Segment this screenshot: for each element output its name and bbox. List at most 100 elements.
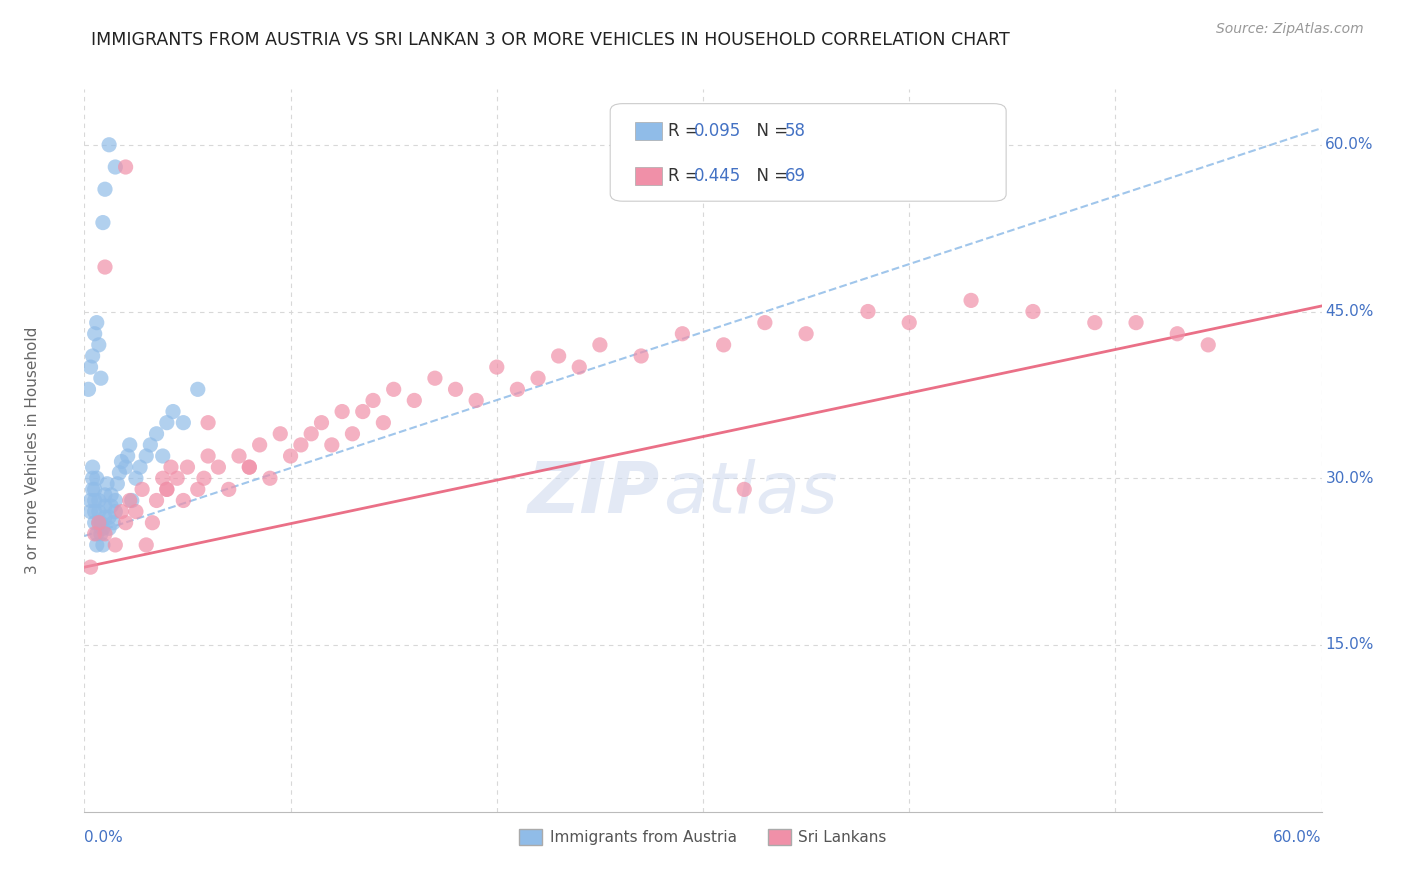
Point [228, 449, 250, 463]
Text: 45.0%: 45.0% [1326, 304, 1374, 319]
Point [152, 449, 174, 463]
Point [1084, 316, 1107, 330]
Point [547, 349, 569, 363]
Point [94, 488, 117, 502]
Point [94, 260, 117, 274]
Point [117, 449, 139, 463]
Point [280, 449, 302, 463]
Text: 0.445: 0.445 [695, 167, 741, 185]
Point [754, 316, 776, 330]
Point [330, 404, 353, 418]
Point [713, 338, 735, 352]
Point [485, 360, 508, 375]
Point [79, 360, 101, 375]
Text: atlas: atlas [664, 459, 838, 528]
Point [94, 510, 117, 524]
Point [87, 516, 110, 530]
Point [733, 483, 755, 497]
Point [83, 493, 105, 508]
Point [90, 526, 112, 541]
Point [465, 393, 488, 408]
Point [259, 471, 281, 485]
Point [108, 466, 131, 480]
Point [321, 438, 343, 452]
Point [960, 293, 983, 308]
Text: 30.0%: 30.0% [1326, 471, 1374, 486]
Point [121, 493, 143, 508]
Point [90, 516, 112, 530]
Text: 15.0%: 15.0% [1326, 638, 1374, 652]
Point [91, 521, 114, 535]
Point [86, 316, 108, 330]
Point [423, 371, 446, 385]
Point [238, 460, 260, 475]
Point [96, 476, 118, 491]
Point [187, 382, 209, 396]
Point [114, 516, 136, 530]
Point [373, 416, 395, 430]
Point [129, 460, 152, 475]
Point [100, 499, 122, 513]
Text: Source: ZipAtlas.com: Source: ZipAtlas.com [1216, 22, 1364, 37]
Point [1022, 304, 1045, 318]
Point [145, 493, 167, 508]
Point [104, 505, 127, 519]
Point [404, 393, 426, 408]
Point [103, 516, 125, 530]
Point [86, 526, 108, 541]
Text: 58: 58 [785, 121, 806, 140]
Point [98, 521, 121, 535]
Point [110, 454, 132, 468]
Point [79, 505, 101, 519]
Point [162, 404, 184, 418]
Point [87, 493, 110, 508]
Point [1125, 316, 1147, 330]
Bar [636, 121, 662, 140]
Point [110, 505, 132, 519]
Point [290, 438, 312, 452]
Point [86, 471, 108, 485]
Point [238, 460, 260, 475]
Point [249, 438, 271, 452]
Point [152, 471, 174, 485]
Point [299, 426, 322, 441]
Point [187, 483, 209, 497]
Text: N =: N = [747, 121, 793, 140]
Point [269, 426, 291, 441]
Point [87, 505, 110, 519]
Text: 0.095: 0.095 [695, 121, 741, 140]
Point [87, 338, 110, 352]
Text: 60.0%: 60.0% [1274, 830, 1322, 845]
Point [104, 493, 127, 508]
Text: 60.0%: 60.0% [1326, 137, 1374, 153]
Legend: Immigrants from Austria, Sri Lankans: Immigrants from Austria, Sri Lankans [513, 822, 893, 851]
Point [671, 326, 693, 341]
Point [311, 416, 333, 430]
Point [83, 483, 105, 497]
Point [104, 160, 127, 174]
Point [94, 526, 117, 541]
Point [86, 538, 108, 552]
FancyBboxPatch shape [610, 103, 1007, 202]
Text: R =: R = [668, 121, 704, 140]
Bar [636, 167, 662, 185]
Point [527, 371, 550, 385]
Point [1197, 338, 1219, 352]
Point [94, 499, 117, 513]
Point [218, 483, 240, 497]
Point [82, 349, 104, 363]
Point [568, 360, 591, 375]
Point [83, 516, 105, 530]
Text: 0.0%: 0.0% [84, 830, 124, 845]
Point [589, 338, 612, 352]
Point [352, 404, 374, 418]
Point [135, 538, 157, 552]
Point [207, 460, 229, 475]
Point [91, 538, 114, 552]
Text: ZIP: ZIP [527, 459, 659, 528]
Point [104, 538, 127, 552]
Point [506, 382, 529, 396]
Point [82, 483, 104, 497]
Point [118, 493, 141, 508]
Point [197, 416, 219, 430]
